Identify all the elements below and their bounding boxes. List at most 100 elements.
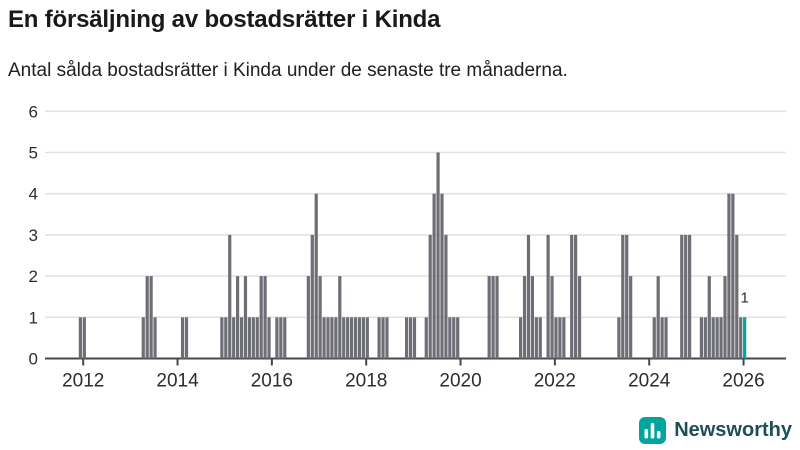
bar bbox=[342, 317, 346, 359]
bar bbox=[424, 317, 428, 359]
bar bbox=[707, 276, 711, 359]
bar bbox=[530, 276, 534, 359]
bar bbox=[448, 317, 452, 359]
bar bbox=[680, 234, 684, 359]
x-tick-label: 2012 bbox=[62, 371, 104, 392]
bar bbox=[703, 317, 707, 359]
bar bbox=[723, 276, 727, 359]
bar bbox=[310, 234, 314, 359]
bar bbox=[263, 276, 267, 359]
bar bbox=[306, 276, 310, 359]
bar bbox=[408, 317, 413, 359]
bar bbox=[349, 317, 354, 359]
bar bbox=[432, 193, 436, 359]
y-tick-label: 4 bbox=[29, 185, 38, 204]
bar bbox=[699, 317, 704, 359]
x-tick-label: 2026 bbox=[722, 371, 764, 392]
bar bbox=[322, 317, 326, 359]
bar bbox=[330, 317, 334, 359]
bar bbox=[436, 152, 440, 359]
bar bbox=[617, 317, 621, 359]
bar bbox=[353, 317, 358, 359]
bar bbox=[255, 317, 259, 359]
bar bbox=[224, 317, 228, 359]
x-tick-label: 2018 bbox=[345, 371, 387, 392]
bar bbox=[385, 317, 389, 359]
bar bbox=[688, 234, 692, 359]
bar bbox=[141, 317, 145, 359]
bar bbox=[180, 317, 185, 359]
bar bbox=[715, 317, 719, 359]
bar bbox=[684, 234, 688, 359]
bar bbox=[405, 317, 409, 359]
newsworthy-logo[interactable]: Newsworthy bbox=[639, 417, 792, 444]
bar bbox=[78, 317, 82, 359]
bar bbox=[546, 234, 550, 359]
bar bbox=[574, 234, 578, 359]
bar bbox=[664, 317, 668, 359]
bar bbox=[338, 276, 342, 359]
bar bbox=[428, 234, 432, 359]
bar bbox=[236, 276, 240, 359]
bar bbox=[377, 317, 381, 359]
bar bbox=[456, 317, 460, 359]
bar bbox=[577, 276, 582, 359]
y-tick-label: 2 bbox=[29, 267, 38, 286]
bar bbox=[279, 317, 283, 359]
bar bbox=[550, 276, 554, 359]
bar bbox=[562, 317, 566, 359]
y-tick-label: 1 bbox=[29, 308, 38, 327]
bar bbox=[232, 317, 236, 359]
bar bbox=[495, 276, 499, 359]
bar bbox=[452, 317, 456, 359]
bar bbox=[334, 317, 338, 359]
bar bbox=[711, 317, 715, 359]
bar bbox=[184, 317, 189, 359]
x-tick-label: 2014 bbox=[156, 371, 199, 392]
bar bbox=[412, 317, 417, 359]
bar bbox=[243, 276, 248, 359]
bar bbox=[570, 234, 574, 359]
bar bbox=[267, 317, 271, 359]
bar bbox=[522, 276, 527, 359]
bar-value-label: 1 bbox=[740, 289, 748, 306]
bar bbox=[519, 317, 523, 359]
highlight-bar bbox=[743, 317, 747, 359]
y-tick-label: 0 bbox=[29, 350, 38, 369]
bar bbox=[259, 276, 263, 359]
bar bbox=[239, 317, 244, 359]
bar bbox=[145, 276, 149, 359]
sales-bar-chart: 0 1 2 3 4 5 6 2012 2014 2016 2018 2020 2022 2024 2026 1 bbox=[0, 98, 800, 398]
bar bbox=[220, 317, 224, 359]
bar bbox=[149, 276, 153, 359]
bar bbox=[652, 317, 656, 359]
bar bbox=[228, 234, 232, 359]
bar bbox=[491, 276, 495, 359]
newsworthy-icon bbox=[639, 417, 667, 444]
bar bbox=[739, 317, 743, 359]
bar bbox=[381, 317, 385, 359]
bar bbox=[444, 234, 448, 359]
chart-subtitle: Antal sålda bostadsrätter i Kinda under … bbox=[8, 60, 568, 81]
y-tick-label: 3 bbox=[29, 226, 38, 245]
x-tick-label: 2022 bbox=[534, 371, 576, 392]
bar bbox=[247, 317, 251, 359]
bar bbox=[538, 317, 542, 359]
x-tick-label: 2020 bbox=[439, 371, 481, 392]
bar-chart-svg: 0 1 2 3 4 5 6 2012 2014 2016 2018 2020 2022 2024 2026 1 bbox=[29, 102, 786, 392]
bar bbox=[735, 234, 739, 359]
bar bbox=[440, 193, 444, 359]
bar bbox=[629, 276, 633, 359]
bar bbox=[283, 317, 287, 359]
bar bbox=[621, 234, 625, 359]
bar bbox=[251, 317, 255, 359]
y-tick-label: 6 bbox=[29, 102, 38, 121]
x-tick-label: 2024 bbox=[628, 371, 671, 392]
bar bbox=[346, 317, 350, 359]
bar bbox=[153, 317, 157, 359]
bar bbox=[361, 317, 365, 359]
bar bbox=[554, 317, 558, 359]
newsworthy-brand-text: Newsworthy bbox=[674, 419, 792, 441]
bar bbox=[656, 276, 660, 359]
bar bbox=[357, 317, 362, 359]
